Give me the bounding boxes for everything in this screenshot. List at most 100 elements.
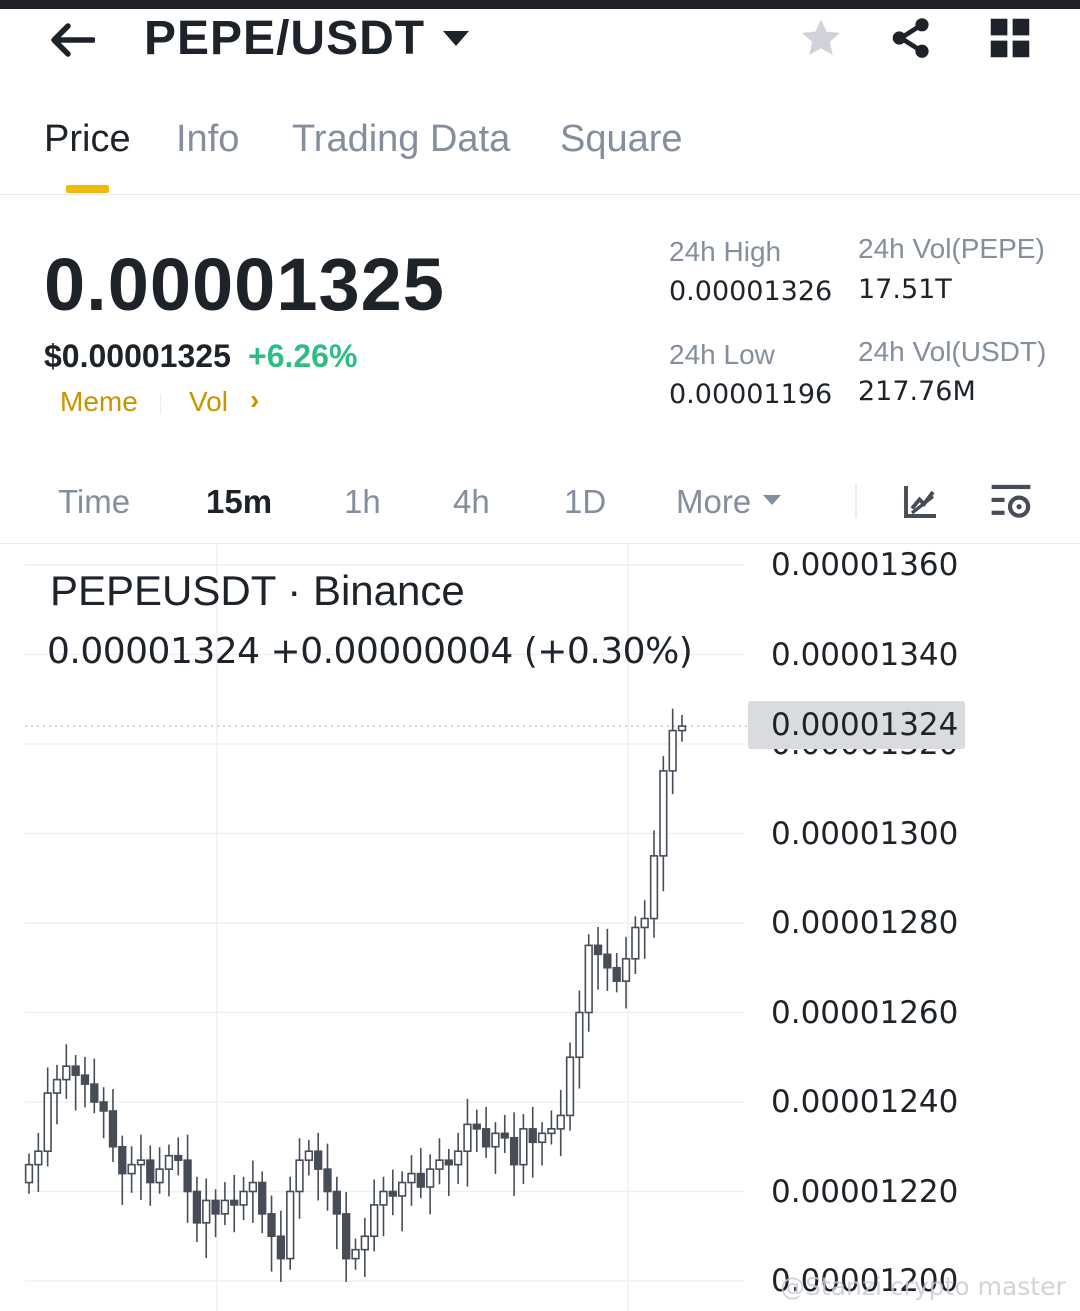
last-price-marker: 0.00001324 [748, 701, 965, 749]
timeframe-bar: Time 15m 1h 4h 1D More [0, 470, 1080, 544]
y-axis-tick-label: 0.00001200 [771, 1263, 959, 1299]
tag-vol[interactable]: Vol [189, 386, 228, 417]
candle [127, 1146, 136, 1193]
candle [155, 1147, 164, 1194]
candle [118, 1135, 127, 1205]
y-axis-tick-label: 0.00001280 [771, 905, 959, 941]
candle [286, 1176, 295, 1270]
chart-settings-button[interactable] [986, 478, 1036, 524]
candle [323, 1143, 332, 1211]
chevron-right-icon[interactable]: › [250, 384, 260, 415]
candle [52, 1064, 62, 1125]
chart-ohlc-summary: 0.00001324 +0.00000004 (+0.30%) [47, 631, 693, 672]
chart-title: PEPEUSDT · Binance [50, 567, 465, 614]
candle [612, 952, 621, 993]
candle [267, 1195, 276, 1272]
candle [481, 1106, 491, 1158]
timeframe-15m[interactable]: 15m [206, 483, 273, 520]
stat-low-value: 0.00001196 [669, 379, 833, 410]
candle [509, 1112, 519, 1196]
tab-info[interactable]: Info [176, 118, 240, 160]
stat-high-label: 24h High [669, 236, 782, 267]
candle [584, 934, 593, 1032]
tab-square[interactable]: Square [560, 118, 683, 160]
price-chart[interactable]: PEPEUSDT · Binance 0.00001324 +0.0000000… [0, 545, 1080, 1311]
share-button[interactable] [886, 13, 936, 63]
candle [677, 714, 687, 742]
timeframe-label: Time [58, 483, 131, 520]
candle [202, 1178, 211, 1259]
layout-button[interactable] [985, 13, 1035, 63]
stat-vol-quote-value: 217.76M [858, 376, 976, 407]
candle [146, 1145, 155, 1206]
favorite-button[interactable] [796, 13, 846, 63]
toolbar-divider [855, 484, 857, 518]
candle [379, 1176, 388, 1237]
candle [537, 1122, 547, 1166]
tab-bar: Price Info Trading Data Square [0, 118, 1080, 195]
candle [314, 1132, 323, 1201]
stat-vol-base-label: 24h Vol(PEPE) [858, 233, 1045, 264]
more-label: More [676, 483, 752, 520]
watermark: @Stanzi crypto master [780, 1272, 1066, 1301]
header: PEPE/USDT [0, 9, 1080, 79]
settings-list-icon [991, 484, 1031, 518]
grid-icon [990, 18, 1030, 58]
timeframe-4h[interactable]: 4h [453, 483, 490, 520]
caret-down-icon [443, 31, 470, 46]
candle [220, 1182, 230, 1226]
candle [174, 1137, 183, 1176]
candle [407, 1155, 416, 1206]
timeframe-1h[interactable]: 1h [344, 483, 381, 520]
pair-selector[interactable]: PEPE/USDT [144, 11, 470, 66]
candle [295, 1138, 304, 1219]
back-button[interactable] [44, 15, 100, 65]
candle [603, 928, 612, 992]
star-icon [802, 19, 840, 56]
stat-high-value: 0.00001326 [669, 276, 833, 307]
candle [24, 1153, 34, 1194]
timeframe-more[interactable]: More [676, 483, 782, 521]
candle [62, 1044, 71, 1099]
back-arrow-icon [51, 23, 95, 57]
y-axis-tick-label: 0.00001340 [771, 636, 959, 673]
candle [453, 1132, 463, 1184]
candle [136, 1134, 146, 1201]
candle [425, 1154, 435, 1215]
candle [444, 1148, 453, 1196]
candle [90, 1058, 99, 1114]
candle [528, 1106, 537, 1178]
indicators-button[interactable] [896, 478, 946, 524]
candle [556, 1089, 565, 1157]
tag-meme[interactable]: Meme [60, 386, 138, 417]
usd-price: $0.00001325 [44, 338, 231, 374]
candle [463, 1098, 472, 1187]
y-axis-tick-label: 0.00001360 [771, 547, 959, 583]
share-icon [892, 18, 929, 58]
candle [369, 1179, 379, 1252]
y-axis-tick-label: 0.00001240 [771, 1084, 959, 1120]
timeframe-1d[interactable]: 1D [564, 483, 607, 520]
candle [351, 1238, 360, 1270]
tab-trading-data[interactable]: Trading Data [292, 118, 511, 160]
candle [649, 830, 659, 938]
candle [43, 1067, 52, 1167]
pair-title: PEPE/USDT [144, 12, 426, 65]
y-axis-tick-label: 0.00001300 [771, 815, 959, 852]
candle [668, 708, 677, 795]
y-axis-tick-label: 0.00001260 [771, 994, 959, 1031]
candlestick-plot[interactable] [0, 545, 1080, 1311]
candle [631, 916, 640, 975]
last-price: 0.00001325 [44, 243, 445, 326]
candle [192, 1176, 202, 1243]
stat-low-label: 24h Low [669, 339, 775, 370]
tag-divider [160, 394, 161, 414]
candle [360, 1217, 369, 1277]
status-strip [0, 0, 1080, 9]
candle [99, 1087, 108, 1139]
tab-price[interactable]: Price [44, 118, 131, 160]
candle [80, 1056, 90, 1108]
stat-vol-quote-label: 24h Vol(USDT) [858, 336, 1047, 367]
candle [565, 1042, 575, 1131]
candle [230, 1174, 239, 1233]
